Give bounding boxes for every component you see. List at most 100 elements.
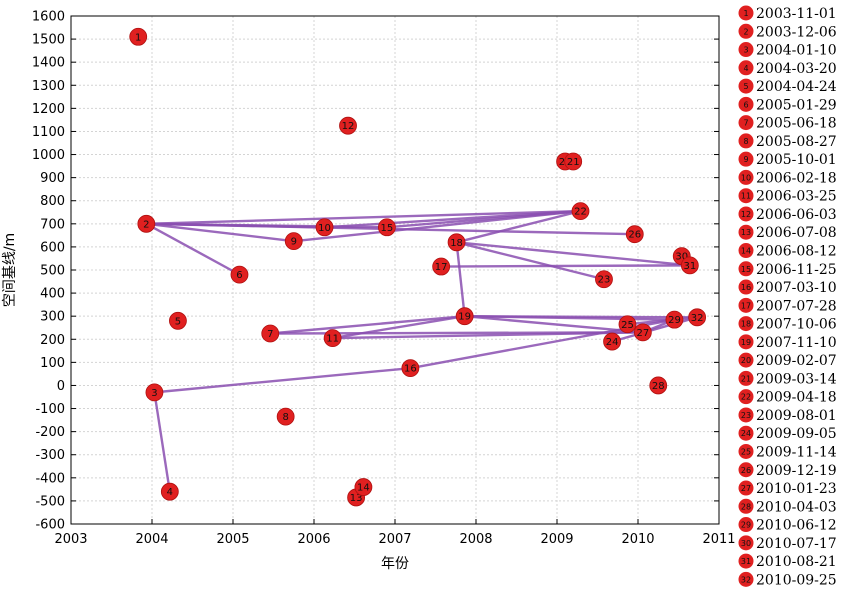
y-tick-label: 100 [40, 356, 65, 371]
legend-date: 2007-03-10 [756, 280, 837, 296]
legend-item: 25 2009-11-14 [738, 443, 837, 460]
legend: 1 2003-11-01 2 2003-12-06 3 2004-01-10 4 2004-0… [738, 5, 837, 588]
legend-marker [738, 243, 754, 259]
point-marker [339, 116, 357, 135]
legend-date: 2009-02-07 [756, 353, 837, 369]
point-label: 16 [404, 364, 417, 375]
point-marker [680, 256, 699, 275]
legend-item: 13 2006-07-08 [738, 224, 837, 241]
legend-marker [738, 389, 754, 405]
data-point: 23 [595, 270, 613, 289]
legend-date: 2010-09-25 [756, 572, 837, 588]
point-label: 24 [606, 337, 619, 348]
legend-number: 29 [741, 521, 751, 530]
legend-date: 2010-07-17 [756, 536, 837, 552]
legend-item: 20 2009-02-07 [738, 352, 837, 369]
legend-date: 2005-01-29 [756, 97, 837, 113]
legend-date: 2003-11-01 [756, 6, 837, 22]
point-label: 13 [350, 493, 363, 504]
legend-number: 6 [743, 100, 748, 109]
y-tick-label: -300 [35, 448, 65, 463]
legend-marker [738, 206, 754, 222]
baseline-edge [441, 264, 690, 268]
legend-date: 2004-01-10 [756, 43, 837, 59]
point-label: 29 [668, 315, 681, 326]
point-label: 12 [342, 121, 355, 132]
point-label: 25 [621, 320, 634, 331]
legend-number: 19 [741, 338, 751, 347]
point-marker [169, 311, 187, 330]
legend-marker [738, 443, 754, 459]
data-point: 24 [603, 332, 621, 351]
legend-marker [738, 188, 754, 204]
legend-date: 2009-04-18 [756, 390, 837, 406]
legend-item: 7 2005-06-18 [738, 115, 837, 132]
legend-marker [738, 316, 754, 332]
legend-item: 6 2005-01-29 [738, 96, 837, 113]
data-point: 11 [323, 329, 342, 348]
baseline-edge [456, 241, 690, 267]
data-point: 8 [276, 407, 295, 426]
legend-item: 3 2004-01-10 [738, 42, 837, 59]
point-marker [323, 329, 342, 348]
legend-item: 27 2010-01-23 [738, 480, 837, 497]
point-marker [603, 332, 621, 351]
legend-item: 29 2010-06-12 [738, 517, 837, 534]
legend-number: 10 [741, 173, 751, 182]
point-label: 17 [435, 262, 448, 273]
point-marker [649, 376, 668, 395]
legend-number: 4 [743, 64, 748, 73]
point-marker [571, 202, 590, 221]
legend-marker [738, 23, 754, 39]
point-label: 30 [675, 252, 688, 263]
data-point: 25 [618, 315, 637, 334]
point-marker [665, 310, 684, 329]
grid-lines [71, 16, 719, 524]
legend-marker [738, 553, 754, 569]
data-point: 21 [564, 152, 583, 171]
data-point: 17 [432, 257, 451, 276]
legend-number: 30 [741, 539, 751, 548]
legend-item: 19 2007-11-10 [738, 334, 837, 351]
baseline-edge [464, 314, 643, 334]
legend-number: 26 [741, 466, 751, 475]
data-point: 10 [315, 218, 334, 237]
legend-number: 23 [741, 411, 751, 420]
point-marker [160, 482, 179, 501]
y-tick-label: -600 [35, 518, 65, 533]
data-point: 4 [160, 482, 179, 501]
point-label: 28 [652, 381, 665, 392]
point-label: 32 [691, 313, 704, 324]
point-label: 10 [318, 223, 331, 234]
point-marker [276, 407, 295, 426]
y-tick-label: 400 [40, 287, 65, 302]
acquisition-points: 1234567891011121314151617181920212223242… [129, 27, 707, 507]
x-tick-label: 2006 [297, 532, 330, 547]
y-tick-label: 800 [40, 194, 65, 209]
legend-number: 27 [741, 484, 751, 493]
baseline-edge [455, 242, 466, 317]
legend-marker [738, 535, 754, 551]
legend-number: 1 [743, 9, 748, 18]
baseline-edge [386, 209, 581, 229]
legend-date: 2010-04-03 [756, 499, 837, 515]
legend-number: 16 [741, 283, 751, 292]
legend-marker [738, 96, 754, 112]
legend-number: 32 [741, 575, 751, 584]
legend-item: 26 2009-12-19 [738, 462, 837, 479]
baseline-edge [456, 209, 581, 244]
legend-item: 2 2003-12-06 [738, 23, 837, 40]
point-label: 1 [135, 32, 141, 43]
legend-date: 2009-03-14 [756, 371, 837, 387]
legend-number: 24 [741, 429, 751, 438]
legend-number: 25 [741, 447, 751, 456]
baseline-edge [456, 241, 605, 281]
legend-item: 9 2005-10-01 [738, 151, 837, 168]
legend-marker [738, 60, 754, 76]
legend-date: 2006-06-03 [756, 207, 837, 223]
legend-marker [738, 352, 754, 368]
point-label: 8 [282, 412, 288, 423]
legend-marker [738, 571, 754, 587]
legend-item: 17 2007-07-28 [738, 297, 837, 314]
